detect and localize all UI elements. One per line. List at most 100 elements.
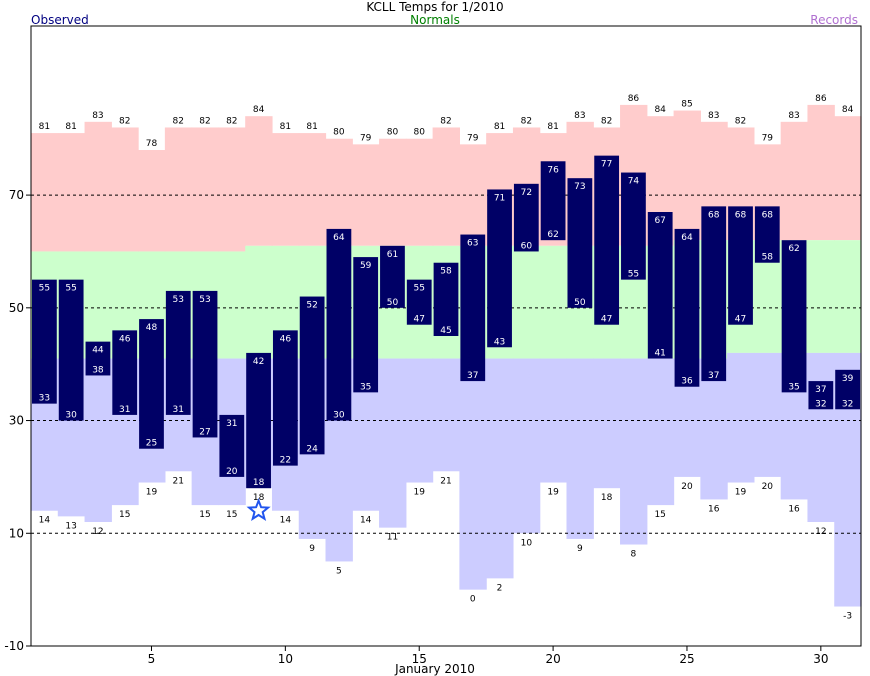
record-high-label: 86 [815,94,827,104]
observed-high-label: 46 [119,334,131,344]
chart-title: KCLL Temps for 1/2010 [366,0,504,14]
x-tick-label: 15 [412,652,427,666]
observed-bar [433,262,459,336]
record-high-band [138,150,166,252]
observed-high-label: 42 [253,357,264,367]
observed-low-label: 37 [467,371,478,381]
observed-high-label: 59 [360,261,372,271]
observed-bar [674,228,700,387]
record-high-label: 81 [494,122,505,132]
observed-low-label: 35 [788,382,799,392]
plot-frame [30,25,862,647]
observed-bar [112,330,138,415]
x-axis-label: January 2010 [395,662,475,676]
record-low-band [459,358,487,590]
record-high-band [164,127,193,252]
observed-bar [487,189,512,348]
record-high-label: 81 [280,122,291,132]
observed-bar [58,279,84,421]
observed-bar [540,161,566,241]
record-high-band [379,138,407,246]
observed-bar [326,228,352,421]
record-high-label: 82 [199,116,210,126]
record-high-band [57,133,86,252]
observed-low-label: 47 [413,315,424,325]
record-low-label: -3 [843,612,852,622]
observed-bar [353,257,379,393]
observed-low-label: 50 [574,298,586,308]
legend-observed: Observed [31,13,89,27]
record-low-label: 13 [65,521,76,531]
observed-high-label: 68 [762,210,774,220]
observed-high-label: 71 [494,193,505,203]
observed-high-label: 55 [413,284,424,294]
record-low-band [512,358,541,534]
record-low-label: 15 [654,510,665,520]
record-high-label: 80 [413,128,425,138]
record-high-label: 81 [547,122,558,132]
observed-bar [246,352,271,489]
observed-bar [32,279,57,404]
observed-bar [513,183,539,252]
record-high-band [780,121,809,241]
x-tick-label: 30 [813,652,828,666]
record-low-label: 8 [631,550,637,560]
observed-bar [165,290,191,415]
record-high-label: 80 [333,128,345,138]
record-low-label: 16 [708,504,720,514]
record-low-label: 9 [577,544,583,554]
record-high-label: 85 [681,100,692,110]
record-low-label: 20 [762,482,774,492]
observed-low-label: 58 [762,253,774,263]
observed-bar [594,155,620,325]
record-low-label: 14 [280,516,292,526]
observed-bar [272,330,298,466]
observed-low-label: 24 [306,444,318,454]
record-low-label: 11 [387,533,398,543]
observed-bar [781,240,807,393]
observed-bar [567,178,593,308]
record-high-label: 82 [521,116,532,126]
observed-low-label: 27 [199,427,210,437]
observed-high-label: 62 [788,244,799,254]
observed-bar [701,206,727,382]
observed-low-label: 37 [708,371,719,381]
record-low-label: 18 [253,493,265,503]
record-high-band [271,133,300,246]
record-high-label: 82 [226,116,237,126]
observed-high-label: 44 [92,346,104,356]
record-high-band [84,121,112,252]
record-low-label: 19 [547,488,559,498]
observed-low-label: 47 [601,315,612,325]
record-high-label: 84 [654,105,666,115]
observed-high-label: 77 [601,160,612,170]
record-low-label: 16 [788,504,800,514]
observed-low-label: 32 [815,399,826,409]
observed-bar [192,290,218,438]
record-low-label: 9 [309,544,315,554]
record-high-label: 82 [173,116,184,126]
observed-bar [728,206,753,325]
normal-band [834,240,862,353]
x-tick-label: 5 [148,652,156,666]
record-low-label: 15 [119,510,130,520]
record-low-band [432,358,460,472]
record-low-label: 19 [146,488,158,498]
observed-high-label: 68 [735,210,747,220]
observed-bar [299,296,325,455]
record-high-label: 83 [788,111,799,121]
observed-low-label: 43 [494,337,505,347]
observed-low-label: 35 [360,382,371,392]
record-high-label: 86 [628,94,640,104]
record-low-band [566,358,594,539]
observed-high-label: 67 [654,216,665,226]
observed-low-label: 50 [387,298,399,308]
x-tick-label: 10 [278,652,293,666]
record-high-label: 83 [574,111,585,121]
record-high-band [673,110,701,241]
record-low-label: 20 [681,482,693,492]
observed-high-label: 58 [440,267,452,277]
observed-low-label: 30 [333,411,345,421]
observed-low-label: 31 [173,405,184,415]
